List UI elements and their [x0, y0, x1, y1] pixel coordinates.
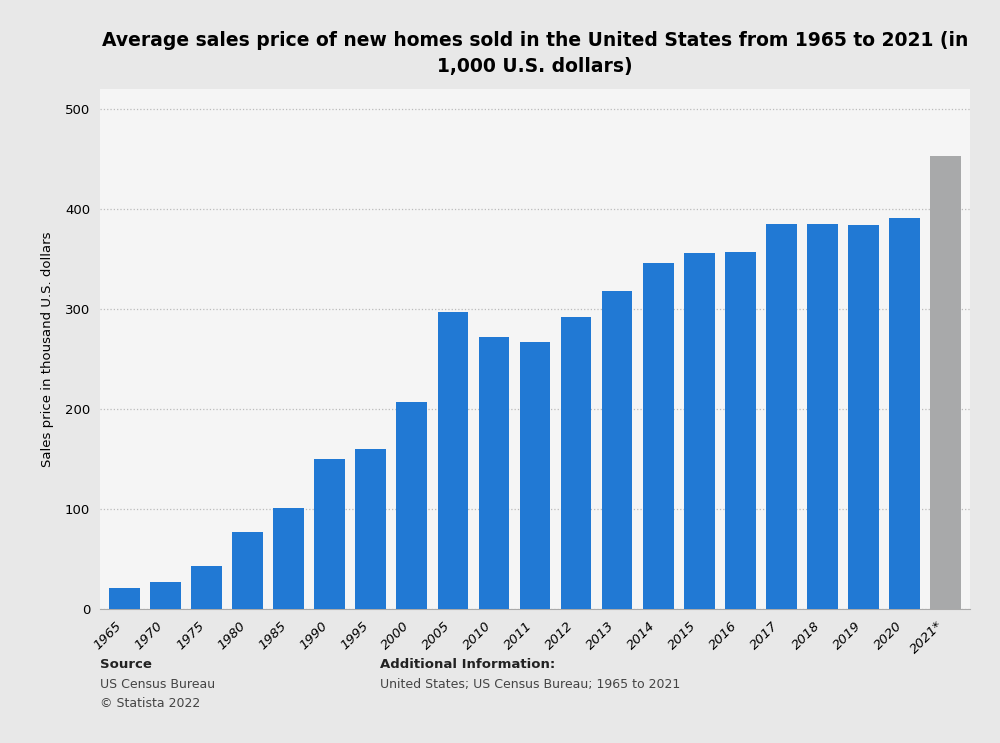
Bar [150, 583, 181, 609]
Bar [643, 263, 674, 609]
Bar [848, 225, 879, 609]
Title: Average sales price of new homes sold in the United States from 1965 to 2021 (in: Average sales price of new homes sold in… [102, 31, 968, 77]
Bar [232, 532, 263, 609]
Bar [684, 253, 715, 609]
Bar [109, 588, 140, 609]
Text: Source: Source [100, 658, 152, 670]
Bar [889, 218, 920, 609]
Bar [602, 291, 632, 609]
Y-axis label: Sales price in thousand U.S. dollars: Sales price in thousand U.S. dollars [41, 232, 54, 467]
Bar [273, 508, 304, 609]
Text: US Census Bureau
© Statista 2022: US Census Bureau © Statista 2022 [100, 678, 215, 710]
Bar [930, 156, 961, 609]
Bar [355, 450, 386, 609]
Bar [807, 224, 838, 609]
Bar [725, 252, 756, 609]
Bar [561, 317, 591, 609]
Bar [396, 402, 427, 609]
Bar [314, 459, 345, 609]
Text: Additional Information:: Additional Information: [380, 658, 555, 670]
Bar [766, 224, 797, 609]
Bar [520, 343, 550, 609]
Bar [191, 566, 222, 609]
Bar [438, 312, 468, 609]
Text: United States; US Census Bureau; 1965 to 2021: United States; US Census Bureau; 1965 to… [380, 678, 680, 690]
Bar [479, 337, 509, 609]
